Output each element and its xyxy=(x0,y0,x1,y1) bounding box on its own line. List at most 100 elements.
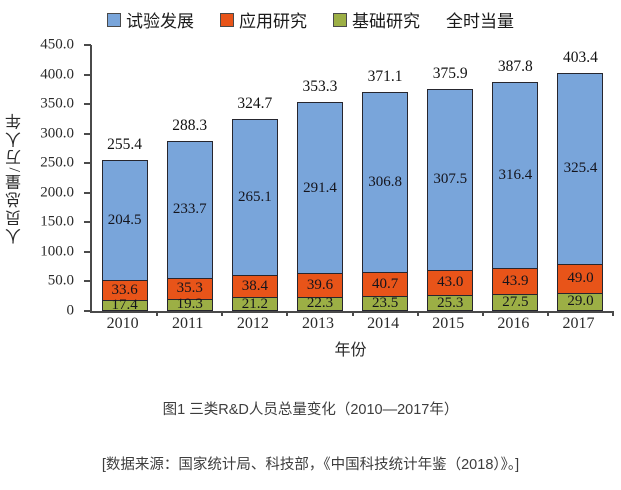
segment-value-label: 22.3 xyxy=(306,295,334,312)
bar-segment-applied: 49.0 xyxy=(557,264,604,294)
bars-container: 204.5 33.6 17.4 255.4 233.7 35.3 19.3 288.3 265.… xyxy=(92,45,613,313)
y-tick-label: 350.0 xyxy=(40,95,74,112)
y-tick-label: 100.0 xyxy=(40,243,74,260)
bar-segment-experimental: 316.4 xyxy=(492,81,539,269)
segment-value-label: 325.4 xyxy=(563,160,598,177)
x-category-label: 2012 xyxy=(236,315,269,332)
y-tick-mark xyxy=(84,280,91,283)
legend-swatch-blue-icon xyxy=(107,12,121,27)
segment-value-label: 291.4 xyxy=(303,179,337,196)
y-tick-mark xyxy=(84,250,91,253)
y-tick-mark xyxy=(84,103,91,106)
segment-value-label: 17.4 xyxy=(111,296,138,313)
x-tick-mark xyxy=(481,311,484,316)
legend-label-basic-research: 基础研究 xyxy=(352,12,420,31)
y-tick-label: 450.0 xyxy=(40,36,74,53)
bar-segment-applied: 35.3 xyxy=(166,278,213,300)
y-tick-label: 0 xyxy=(66,302,75,319)
x-axis-tick-labels: 2010 2011 2012 2013 2014 2015 2016 2017 xyxy=(90,315,611,333)
x-category-label: 2011 xyxy=(171,315,204,332)
y-tick-label: 250.0 xyxy=(40,154,74,171)
legend-item-fte-unit: 全时当量 xyxy=(446,7,514,32)
segment-value-label: 265.1 xyxy=(237,188,272,205)
bar-total-label: 353.3 xyxy=(302,78,338,96)
stacked-bar: 316.4 43.9 27.5 387.8 xyxy=(492,58,539,311)
bar-segment-experimental: 204.5 xyxy=(101,159,148,281)
y-tick-mark xyxy=(84,221,91,224)
segment-value-label: 316.4 xyxy=(498,166,533,183)
x-category-label: 2015 xyxy=(432,315,465,332)
stacked-bar: 233.7 35.3 19.3 288.3 xyxy=(166,117,213,312)
bar-slot: 291.4 39.6 22.3 353.3 xyxy=(287,45,352,311)
bar-segment-basic: 23.5 xyxy=(362,295,409,312)
bar-slot: 204.5 33.6 17.4 255.4 xyxy=(92,45,157,313)
bar-segment-applied: 38.4 xyxy=(231,275,278,299)
segment-value-label: 204.5 xyxy=(107,211,142,228)
x-category-label: 2017 xyxy=(562,315,595,332)
bar-slot: 307.5 43.0 25.3 375.9 xyxy=(418,45,483,311)
x-tick-mark xyxy=(351,311,354,316)
chart-legend: 试验发展 应用研究 基础研究 全时当量 xyxy=(0,7,621,32)
legend-swatch-orange-icon xyxy=(220,12,234,27)
x-tick-mark xyxy=(286,311,289,316)
y-tick-mark xyxy=(84,44,91,46)
segment-value-label: 23.5 xyxy=(371,295,399,312)
segment-value-label: 307.5 xyxy=(433,171,468,188)
x-tick-mark xyxy=(612,311,614,316)
bar-segment-basic: 29.0 xyxy=(557,293,604,311)
segment-value-label: 29.0 xyxy=(567,293,594,310)
y-tick-label: 150.0 xyxy=(40,213,74,230)
bar-segment-basic: 25.3 xyxy=(427,294,474,311)
legend-swatch-green-icon xyxy=(333,12,347,27)
plot-area: 204.5 33.6 17.4 255.4 233.7 35.3 19.3 288.3 265.… xyxy=(84,44,614,316)
bar-total-label: 375.9 xyxy=(432,64,468,82)
segment-value-label: 43.9 xyxy=(502,272,529,289)
segment-value-label: 38.4 xyxy=(241,278,268,295)
x-category-label: 2013 xyxy=(301,315,334,332)
bar-segment-applied: 43.9 xyxy=(492,268,539,295)
segment-value-label: 43.0 xyxy=(437,274,464,291)
legend-label-experimental-development: 试验发展 xyxy=(126,12,194,31)
bar-slot: 233.7 35.3 19.3 288.3 xyxy=(157,45,222,312)
bar-segment-applied: 39.6 xyxy=(296,274,343,298)
segment-value-label: 306.8 xyxy=(368,173,402,190)
stacked-bar: 291.4 39.6 22.3 353.3 xyxy=(296,78,343,312)
x-category-label: 2010 xyxy=(106,315,139,332)
bar-total-label: 403.4 xyxy=(563,48,598,66)
legend-item-applied-research: 应用研究 xyxy=(220,7,307,32)
x-category-label: 2014 xyxy=(367,315,400,332)
bar-slot: 265.1 38.4 21.2 324.7 xyxy=(222,45,287,311)
figure-caption: 图1 三类R&D人员总量变化（2010—2017年） xyxy=(162,402,459,418)
segment-value-label: 25.3 xyxy=(437,294,464,311)
bar-segment-basic: 17.4 xyxy=(101,296,148,313)
legend-item-basic-research: 基础研究 xyxy=(333,7,420,32)
bar-total-label: 288.3 xyxy=(172,116,208,134)
x-category-label: 2016 xyxy=(497,315,530,332)
segment-value-label: 49.0 xyxy=(567,270,594,287)
bar-segment-applied: 33.6 xyxy=(101,280,148,301)
bar-slot: 316.4 43.9 27.5 387.8 xyxy=(483,45,548,311)
x-tick-mark xyxy=(416,311,419,316)
y-tick-label: 400.0 xyxy=(40,66,74,83)
legend-label-fte-unit: 全时当量 xyxy=(446,12,514,31)
bar-segment-basic: 21.2 xyxy=(231,296,278,311)
segment-value-label: 27.5 xyxy=(502,293,529,310)
y-tick-label: 50.0 xyxy=(47,272,74,289)
bar-segment-applied: 40.7 xyxy=(362,273,409,298)
segment-value-label: 233.7 xyxy=(172,201,207,218)
x-axis-title: 年份 xyxy=(334,342,367,359)
y-tick-mark xyxy=(84,162,91,165)
segment-value-label: 39.6 xyxy=(306,277,334,294)
data-source-note: [数据来源：国家统计局、科技部，《中国科技统计年鉴（2018）》。] xyxy=(101,457,520,473)
stacked-bar: 265.1 38.4 21.2 324.7 xyxy=(231,95,278,311)
bar-segment-applied: 43.0 xyxy=(427,270,474,297)
legend-item-experimental-development: 试验发展 xyxy=(107,7,194,32)
x-tick-mark xyxy=(546,311,549,316)
bar-segment-experimental: 325.4 xyxy=(557,72,604,265)
stacked-bar: 306.8 40.7 23.5 371.1 xyxy=(362,68,409,312)
bar-segment-experimental: 265.1 xyxy=(231,119,278,276)
legend-label-applied-research: 应用研究 xyxy=(239,12,307,31)
y-tick-mark xyxy=(84,310,91,312)
y-tick-label: 300.0 xyxy=(40,125,74,142)
